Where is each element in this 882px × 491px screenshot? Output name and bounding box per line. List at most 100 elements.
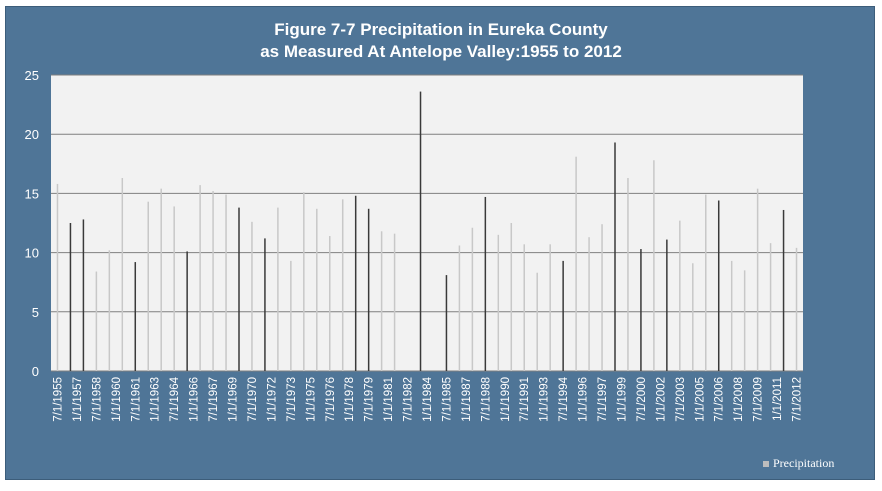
x-tick-label: 7/1/1979	[364, 377, 376, 422]
bar	[238, 207, 240, 371]
bar	[367, 208, 370, 371]
x-tick-label: 1/1/1984	[422, 376, 434, 421]
bar	[303, 192, 305, 371]
bar	[510, 223, 513, 371]
bar	[225, 194, 227, 371]
x-tick-label: 1/1/1987	[461, 377, 473, 422]
legend-swatch	[763, 460, 769, 467]
x-tick-label: 7/1/1982	[403, 377, 415, 422]
x-tick-label: 1/1/2011	[772, 377, 784, 421]
x-tick-label: 7/1/1976	[325, 377, 337, 422]
bar	[614, 142, 616, 371]
bar	[419, 91, 422, 372]
bar	[95, 271, 98, 371]
bar	[199, 185, 201, 371]
bar	[627, 178, 629, 371]
bar	[186, 251, 188, 371]
bar	[523, 244, 525, 371]
plot-area	[51, 75, 803, 371]
bar	[458, 245, 461, 371]
x-tick-label: 1/1/1993	[539, 377, 551, 422]
bar	[212, 191, 214, 371]
legend: Precipitation	[763, 456, 834, 471]
bar	[316, 208, 318, 371]
bar	[341, 199, 344, 371]
bar	[756, 188, 759, 371]
bar	[121, 178, 124, 371]
chart-title: Figure 7-7 Precipitation in Eureka Count…	[6, 19, 876, 63]
y-tick-label: 20	[25, 127, 39, 142]
bar	[251, 221, 253, 371]
precipitation-chart: 0 5 10 15 20 25 7/1/1955 1/1/1957 7/1/1958 1/1/19…	[25, 68, 804, 422]
bar	[290, 260, 292, 371]
x-tick-label: 7/1/2012	[792, 377, 804, 422]
x-tick-label: 1/1/1999	[616, 377, 628, 422]
bar	[497, 234, 500, 371]
bar	[588, 237, 590, 371]
x-tick-label: 1/1/1966	[189, 377, 201, 422]
bar	[769, 243, 772, 371]
x-tick-label: 1/1/1963	[150, 377, 162, 422]
x-tick-label: 1/1/1981	[383, 377, 395, 422]
bar	[562, 260, 564, 371]
x-tick-label: 1/1/1978	[344, 377, 356, 422]
x-tick-label: 1/1/1975	[305, 377, 317, 422]
y-tick-label: 5	[32, 305, 39, 320]
x-tick-label: 1/1/2005	[694, 377, 706, 422]
bar	[717, 200, 720, 371]
bar	[795, 247, 798, 371]
bar	[782, 209, 785, 371]
bar	[173, 206, 175, 371]
x-tick-label: 7/1/1955	[52, 377, 64, 422]
bar	[705, 194, 707, 371]
x-tick-label: 7/1/1994	[558, 376, 570, 421]
bar	[679, 220, 681, 371]
x-tick-label: 1/1/2002	[655, 377, 667, 422]
chart-title-line1: Figure 7-7 Precipitation in Eureka Count…	[274, 20, 608, 39]
y-tick-label: 10	[25, 246, 39, 261]
bar	[666, 239, 668, 371]
bar	[536, 272, 538, 371]
bar	[354, 195, 357, 371]
x-tick-label: 7/1/2006	[714, 377, 726, 422]
x-tick-label: 1/1/1972	[266, 377, 278, 422]
bar	[160, 188, 162, 371]
bar	[484, 196, 487, 371]
bar	[640, 249, 642, 371]
x-tick-label: 1/1/1996	[578, 377, 590, 422]
bar	[730, 260, 733, 371]
x-tick-label: 7/1/2009	[753, 377, 765, 422]
bar	[134, 262, 137, 371]
bar	[445, 275, 448, 371]
y-tick-label: 0	[32, 364, 39, 379]
x-tick-label: 7/1/2000	[636, 377, 648, 422]
bar	[264, 238, 266, 371]
bar	[653, 160, 655, 371]
bar	[393, 233, 396, 371]
x-tick-label: 7/1/1970	[247, 377, 259, 422]
bar	[380, 231, 383, 371]
bar	[471, 227, 474, 371]
x-tick-label: 7/1/1988	[480, 377, 492, 422]
x-tick-label: 7/1/1973	[286, 377, 298, 422]
y-tick-label: 25	[25, 68, 39, 83]
bar	[108, 250, 111, 371]
chart-title-line2: as Measured At Antelope Valley:1955 to 2…	[260, 42, 622, 61]
x-tick-label: 1/1/1957	[72, 377, 84, 422]
bar	[601, 224, 603, 371]
bar	[82, 219, 85, 371]
chart-frame: Figure 7-7 Precipitation in Eureka Count…	[5, 6, 875, 480]
x-tick-label: 7/1/1985	[441, 377, 453, 422]
x-tick-label: 7/1/1961	[130, 377, 142, 422]
bar	[277, 207, 279, 371]
x-tick-label: 7/1/2003	[675, 377, 687, 422]
bar	[329, 236, 331, 371]
x-tick-label: 1/1/1960	[111, 377, 123, 422]
bar	[69, 223, 72, 371]
x-tick-label: 7/1/1997	[597, 377, 609, 422]
legend-label: Precipitation	[773, 456, 835, 470]
x-tick-label: 1/1/1990	[500, 377, 512, 422]
bar	[56, 183, 59, 371]
bar	[575, 156, 577, 371]
bar	[549, 244, 551, 371]
